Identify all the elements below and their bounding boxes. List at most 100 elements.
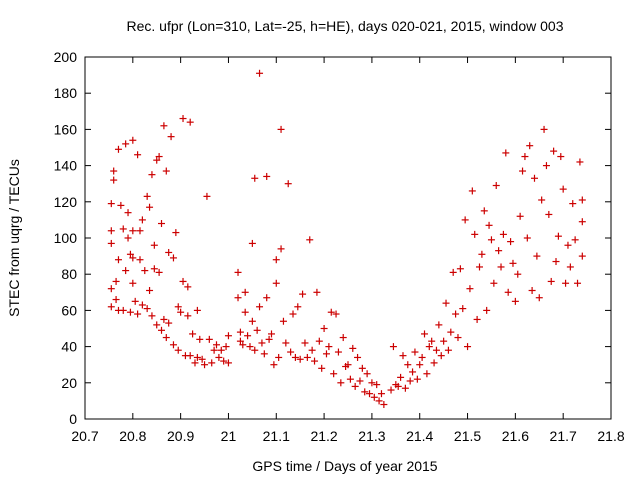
- data-point: [480, 207, 488, 215]
- data-point: [334, 348, 342, 356]
- data-point: [490, 279, 498, 287]
- data-point: [184, 283, 192, 291]
- data-point: [318, 364, 326, 372]
- data-point: [289, 310, 297, 318]
- data-point: [464, 343, 472, 351]
- data-point: [344, 361, 352, 369]
- data-point: [299, 290, 307, 298]
- data-point: [452, 310, 460, 318]
- data-point: [387, 386, 395, 394]
- data-point: [428, 337, 436, 345]
- x-tick-label: 20.7: [71, 428, 98, 444]
- data-point: [119, 225, 127, 233]
- data-point: [330, 370, 338, 378]
- data-point: [234, 294, 242, 302]
- data-point: [456, 265, 464, 273]
- data-point: [483, 306, 491, 314]
- x-tick-labels: 20.7 20.8 20.9 21 21.1 21.2 21.3 21.4 21.5 21.6 21…: [71, 428, 624, 444]
- data-point: [291, 353, 299, 361]
- data-point: [308, 346, 316, 354]
- data-point: [397, 373, 405, 381]
- data-point: [129, 279, 137, 287]
- data-point: [107, 200, 115, 208]
- data-point: [131, 297, 139, 305]
- data-point: [158, 220, 166, 228]
- data-point: [177, 308, 185, 316]
- data-point: [351, 382, 359, 390]
- y-tick-labels: 0 20 40 60 80 100 120 140 160 180 200: [54, 49, 78, 427]
- data-point: [578, 196, 586, 204]
- data-point: [499, 230, 507, 238]
- data-point: [313, 288, 321, 296]
- y-tick-label: 140: [54, 158, 78, 174]
- x-tick-label: 20.8: [119, 428, 146, 444]
- data-point: [366, 390, 374, 398]
- data-point: [112, 296, 120, 304]
- x-tick-label: 21.5: [454, 428, 481, 444]
- data-point: [301, 339, 309, 347]
- data-point: [277, 245, 285, 253]
- data-point: [186, 118, 194, 126]
- data-point: [263, 172, 271, 180]
- axis-ticks: [84, 56, 612, 420]
- data-point: [155, 268, 163, 276]
- data-point: [306, 236, 314, 244]
- data-point: [485, 221, 493, 229]
- data-point: [256, 69, 264, 77]
- data-point: [248, 317, 256, 325]
- data-point: [418, 353, 426, 361]
- data-point: [138, 301, 146, 309]
- y-tick-label: 20: [61, 375, 77, 391]
- data-point: [578, 252, 586, 260]
- data-point: [425, 343, 433, 351]
- y-tick-label: 200: [54, 49, 78, 65]
- data-point: [411, 348, 419, 356]
- data-point: [454, 334, 462, 342]
- y-tick-label: 160: [54, 121, 78, 137]
- data-point: [267, 330, 275, 338]
- data-point: [196, 335, 204, 343]
- data-point: [224, 359, 232, 367]
- data-point: [148, 171, 156, 179]
- data-point: [466, 285, 474, 293]
- data-point: [165, 248, 173, 256]
- data-points: [107, 69, 586, 409]
- data-point: [160, 122, 168, 130]
- data-point: [122, 140, 130, 148]
- data-point: [107, 227, 115, 235]
- data-point: [296, 355, 304, 363]
- data-point: [179, 277, 187, 285]
- data-point: [389, 343, 397, 351]
- data-point: [213, 341, 220, 349]
- x-tick-label: 21.1: [263, 428, 290, 444]
- data-point: [272, 279, 280, 287]
- data-point: [545, 210, 553, 218]
- data-point: [184, 312, 192, 320]
- data-point: [191, 359, 199, 367]
- x-axis-label: GPS time / Days of year 2015: [252, 458, 437, 474]
- data-point: [487, 236, 495, 244]
- data-point: [165, 319, 173, 327]
- data-point: [471, 230, 479, 238]
- data-point: [375, 397, 383, 405]
- data-point: [461, 216, 469, 224]
- x-tick-label: 20.9: [167, 428, 194, 444]
- data-point: [430, 359, 438, 367]
- data-point: [244, 332, 252, 340]
- data-point: [526, 142, 534, 150]
- data-point: [134, 310, 142, 318]
- data-point: [468, 187, 476, 195]
- data-point: [521, 153, 529, 161]
- data-point: [356, 377, 364, 385]
- data-point: [552, 258, 560, 266]
- data-point: [143, 305, 151, 313]
- data-point: [251, 174, 259, 182]
- data-point: [559, 185, 567, 193]
- data-point: [315, 337, 323, 345]
- data-point: [129, 227, 137, 235]
- data-point: [141, 267, 149, 275]
- data-point: [263, 294, 271, 302]
- data-point: [406, 377, 414, 385]
- data-point: [287, 348, 295, 356]
